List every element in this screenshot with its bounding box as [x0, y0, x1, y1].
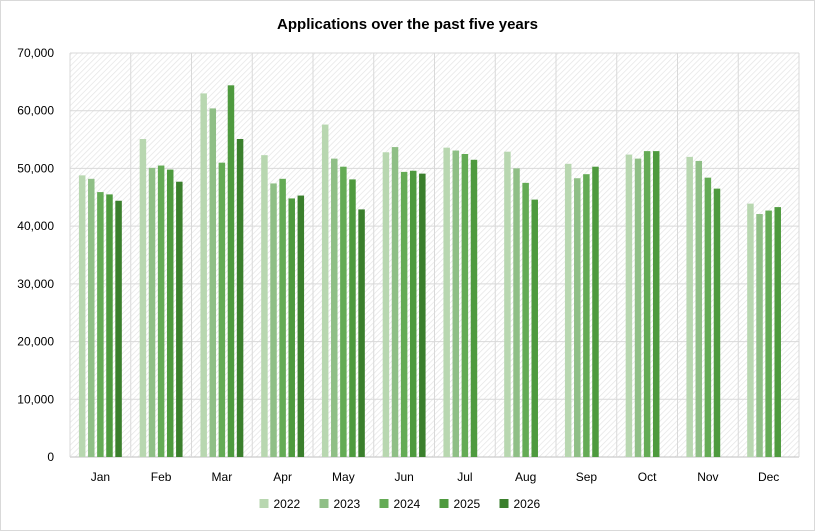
bar-2022-dec: [747, 203, 754, 457]
legend-label: 2024: [394, 497, 421, 511]
legend-label: 2022: [274, 497, 301, 511]
bar-2025-aug: [531, 199, 538, 457]
x-tick-label: Mar: [212, 470, 233, 484]
bar-2025-jul: [470, 159, 478, 457]
bar-2022-aug: [504, 151, 511, 458]
bar-2025-oct: [652, 151, 660, 457]
bar-2022-feb: [139, 138, 147, 457]
bar-2024-aug: [522, 182, 529, 457]
bar-2024-mar: [218, 162, 226, 457]
chart-title: Applications over the past five years: [277, 16, 538, 33]
legend-swatch: [319, 499, 329, 508]
bar-2022-jun: [382, 152, 390, 458]
bar-2025-nov: [713, 188, 721, 457]
legend-label: 2023: [334, 497, 361, 511]
bar-2024-jun: [400, 171, 408, 458]
x-tick-label: Jan: [91, 470, 110, 484]
legend-label: 2026: [514, 497, 541, 511]
y-tick-label: 0: [47, 450, 54, 464]
bar-2026-jan: [115, 200, 122, 457]
bar-2025-dec: [774, 207, 781, 457]
bar-2023-apr: [270, 183, 277, 458]
y-tick-label: 30,000: [17, 277, 54, 291]
bar-2023-jul: [452, 150, 460, 457]
x-tick-label: Aug: [515, 470, 536, 484]
bar-2026-feb: [176, 181, 183, 457]
bar-2023-dec: [756, 214, 763, 457]
bar-2024-dec: [765, 210, 772, 457]
y-tick-label: 40,000: [17, 219, 54, 233]
legend-swatch: [259, 499, 269, 508]
axis-layer: 0 10,000 20,000 30,000 40,000 50,000 60,000 70,…: [17, 46, 779, 484]
bar-2023-nov: [695, 160, 703, 457]
legend: 2022 2023 2024 2025 2026: [259, 497, 541, 511]
bar-2025-apr: [288, 198, 295, 457]
bar-2022-jul: [443, 147, 450, 457]
bar-layer: [78, 85, 781, 458]
bar-2022-jan: [78, 175, 86, 457]
x-tick-label: Dec: [758, 470, 779, 484]
bar-2024-feb: [157, 165, 165, 458]
bar-2024-may: [340, 166, 347, 457]
y-tick-label: 70,000: [17, 46, 54, 60]
legend-swatch: [499, 499, 509, 508]
bar-2023-jan: [88, 178, 95, 457]
bar-2023-may: [331, 158, 338, 458]
bar-2024-jul: [461, 154, 469, 457]
grid-layer: [69, 52, 800, 458]
x-tick-label: Jun: [394, 470, 413, 484]
bar-2022-nov: [686, 156, 693, 457]
bar-2022-may: [321, 124, 329, 458]
bar-2023-jun: [391, 147, 399, 457]
y-tick-label: 10,000: [17, 392, 54, 406]
bar-2022-apr: [261, 155, 268, 457]
y-tick-label: 20,000: [17, 335, 54, 349]
bar-2025-mar: [227, 85, 235, 457]
bar-2026-jun: [419, 173, 426, 457]
bar-2024-jan: [97, 192, 104, 457]
bar-2023-feb: [148, 167, 156, 457]
bar-2022-sep: [564, 163, 572, 457]
bar-2026-may: [358, 209, 365, 457]
x-tick-label: Feb: [151, 470, 172, 484]
bar-2026-mar: [236, 138, 244, 457]
bar-2026-apr: [297, 195, 305, 457]
bar-2024-oct: [643, 151, 651, 457]
bar-2023-sep: [574, 178, 581, 458]
bar-2024-nov: [704, 177, 712, 458]
y-tick-label: 50,000: [17, 161, 54, 175]
x-tick-label: Sep: [576, 470, 598, 484]
bar-2023-oct: [634, 158, 642, 458]
bar-2022-mar: [200, 93, 207, 458]
legend-label: 2025: [454, 497, 481, 511]
bar-2025-jun: [409, 170, 417, 458]
x-tick-label: Nov: [697, 470, 718, 484]
bar-2025-jan: [106, 194, 113, 457]
legend-swatch: [439, 499, 449, 508]
x-tick-label: Jul: [457, 470, 472, 484]
y-tick-label: 60,000: [17, 104, 54, 118]
legend-swatch: [379, 499, 389, 508]
bar-2025-sep: [592, 166, 599, 457]
bar-2023-aug: [513, 168, 520, 457]
bar-2025-may: [349, 179, 356, 457]
bar-2024-apr: [279, 178, 286, 457]
x-tick-label: Oct: [638, 470, 657, 484]
bar-2022-oct: [625, 154, 633, 457]
x-tick-label: Apr: [273, 470, 292, 484]
bar-2025-feb: [166, 169, 174, 457]
bar-2024-sep: [583, 174, 590, 457]
x-tick-label: May: [332, 470, 355, 484]
bar-2023-mar: [209, 108, 217, 458]
